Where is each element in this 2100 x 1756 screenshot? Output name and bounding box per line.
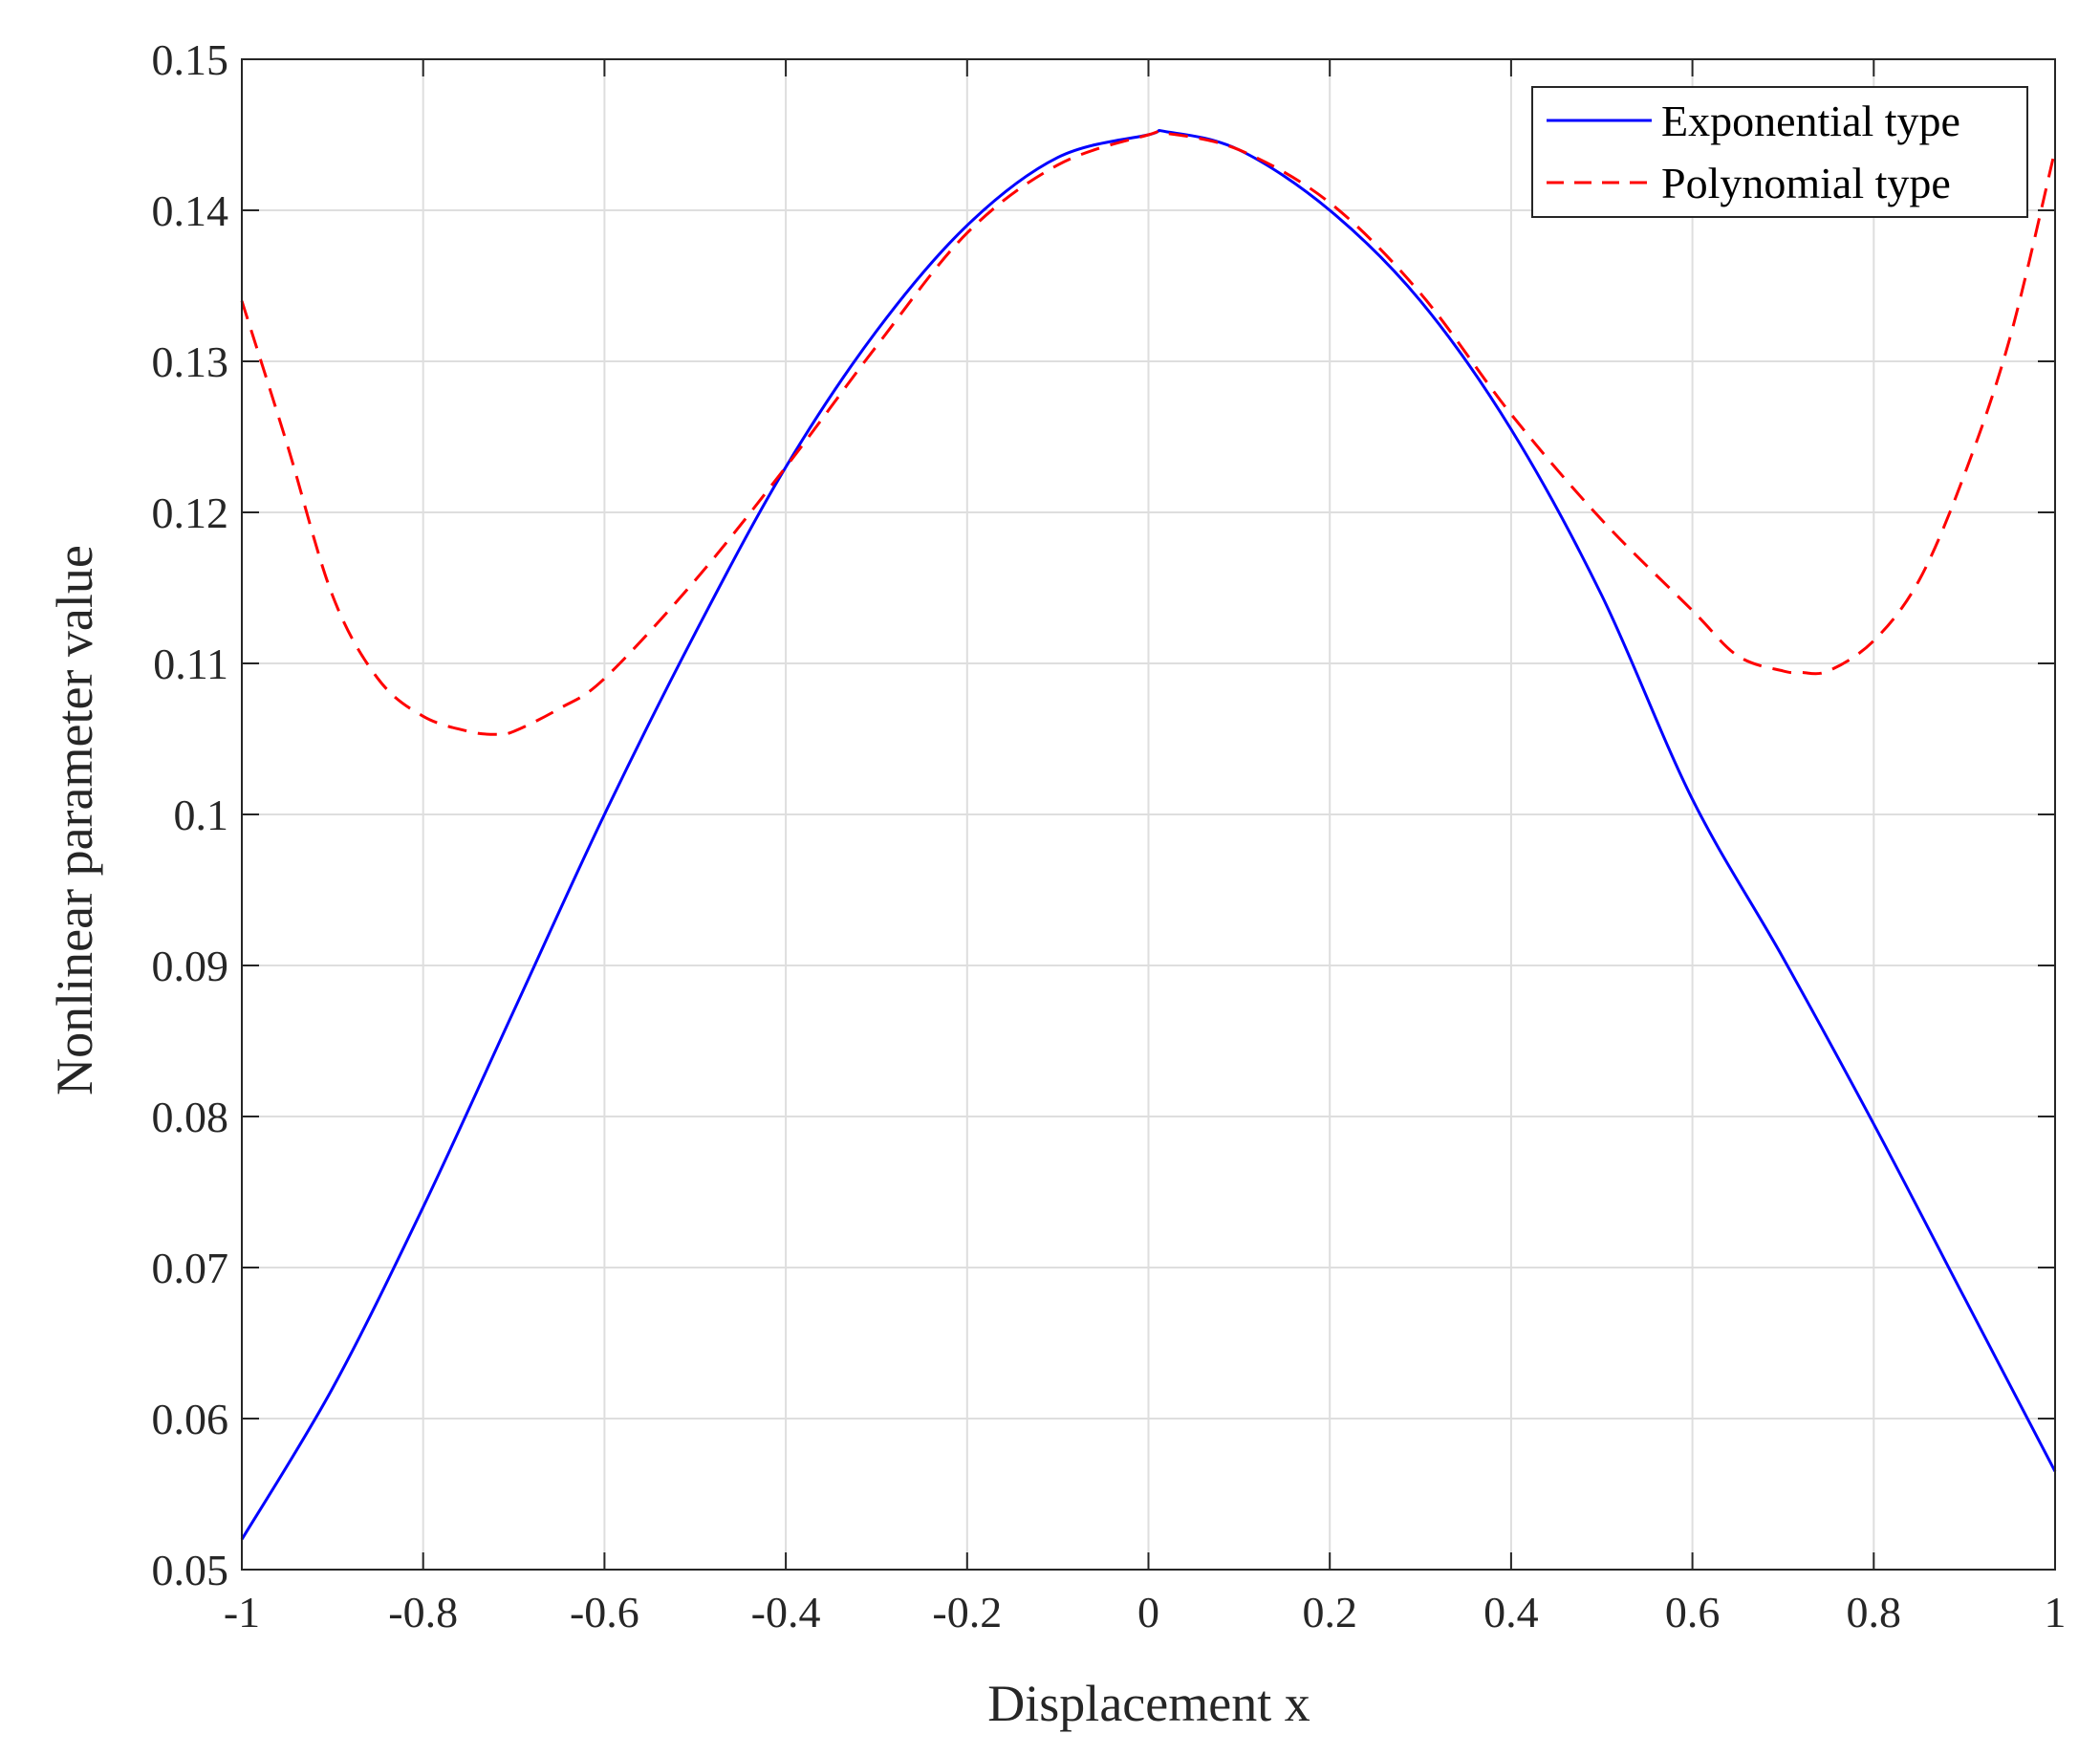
x-axis-ticks: -1 -0.8 -0.6 -0.4 -0.2 0 0.2 0.4 0.6 0.8 1 bbox=[224, 59, 2067, 1637]
y-tick-label: 0.15 bbox=[152, 35, 229, 84]
x-tick-label: 1 bbox=[2045, 1588, 2067, 1637]
x-tick-label: -0.2 bbox=[932, 1588, 1002, 1637]
y-tick-label: 0.07 bbox=[152, 1244, 229, 1292]
series-layer bbox=[240, 129, 2057, 1541]
y-tick-label: 0.1 bbox=[174, 791, 229, 839]
y-tick-label: 0.05 bbox=[152, 1546, 229, 1594]
legend: Exponential type Polynomial type bbox=[1531, 86, 2028, 218]
y-tick-label: 0.14 bbox=[152, 186, 229, 235]
x-tick-label: -0.8 bbox=[388, 1588, 458, 1637]
y-tick-label: 0.13 bbox=[152, 337, 229, 386]
y-tick-label: 0.09 bbox=[152, 942, 229, 990]
legend-label-exponential: Exponential type bbox=[1661, 97, 1960, 145]
y-tick-label: 0.12 bbox=[152, 488, 229, 537]
y-tick-label: 0.08 bbox=[152, 1093, 229, 1141]
x-axis-title: Displacement x bbox=[987, 1675, 1310, 1732]
grid-lines bbox=[241, 58, 2056, 1571]
legend-box bbox=[1531, 86, 2028, 218]
x-tick-label: -0.6 bbox=[570, 1588, 639, 1637]
legend-label-polynomial: Polynomial type bbox=[1661, 159, 1951, 207]
x-tick-label: -0.4 bbox=[751, 1588, 821, 1637]
x-tick-label: 0.8 bbox=[1847, 1588, 1902, 1637]
y-tick-label: 0.06 bbox=[152, 1395, 229, 1443]
x-tick-label: 0 bbox=[1137, 1588, 1159, 1637]
x-tick-label: 0.6 bbox=[1665, 1588, 1721, 1637]
x-tick-label: 0.2 bbox=[1302, 1588, 1357, 1637]
y-axis-ticks: 0.05 0.06 0.07 0.08 0.09 0.1 0.11 0.12 0.13 0.14 0… bbox=[152, 35, 2055, 1594]
x-tick-label: 0.4 bbox=[1483, 1588, 1539, 1637]
y-axis-title: Nonlinear parameter value bbox=[46, 545, 103, 1095]
x-tick-label: -1 bbox=[224, 1588, 260, 1637]
y-tick-label: 0.11 bbox=[153, 640, 228, 688]
